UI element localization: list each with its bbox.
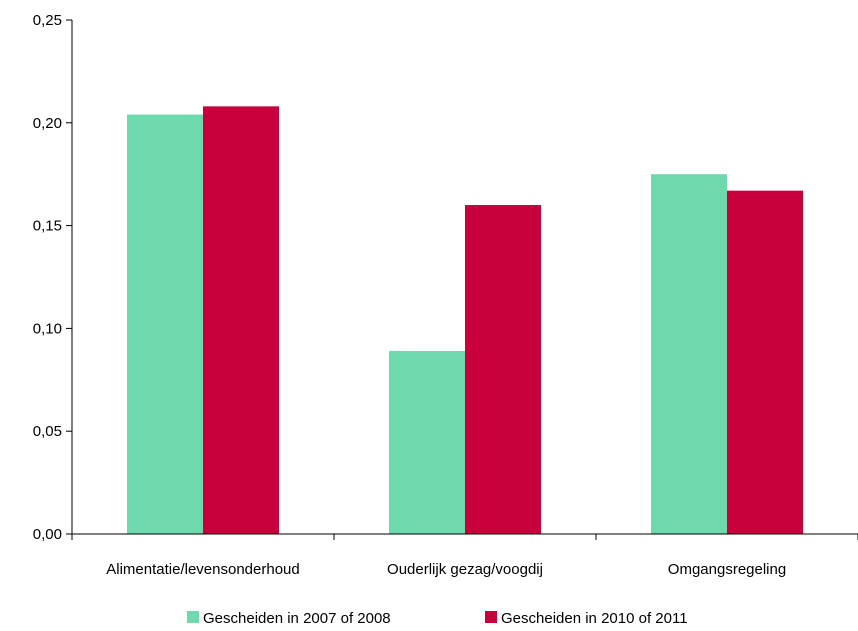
x-axis-labels: Alimentatie/levensonderhoud Ouderlijk gez… (106, 561, 786, 578)
y-tick-label: 0,20 (33, 115, 62, 132)
legend: Gescheiden in 2007 of 2008 Gescheiden in … (187, 610, 688, 627)
x-category-label: Omgangsregeling (668, 561, 786, 578)
legend-label: Gescheiden in 2010 of 2011 (501, 610, 688, 627)
bar (203, 106, 279, 535)
bar (389, 351, 465, 534)
y-tick-label: 0,00 (33, 526, 62, 543)
x-category-label: Alimentatie/levensonderhoud (106, 561, 299, 578)
legend-label: Gescheiden in 2007 of 2008 (203, 610, 391, 627)
x-axis-ticks (71, 534, 858, 540)
bar (127, 114, 203, 535)
legend-swatch (187, 611, 199, 623)
bar (465, 205, 541, 535)
y-tick-label: 0,10 (33, 320, 62, 337)
bar (727, 190, 803, 534)
y-tick-label: 0,25 (33, 12, 62, 29)
legend-swatch (485, 611, 497, 623)
y-tick-label: 0,15 (33, 218, 62, 235)
bar (651, 174, 727, 534)
bars (127, 106, 803, 535)
y-axis-ticks: 0,00 0,05 0,10 0,15 0,20 0,25 (33, 12, 72, 543)
y-tick-label: 0,05 (33, 423, 62, 440)
x-category-label: Ouderlijk gezag/voogdij (387, 561, 543, 578)
